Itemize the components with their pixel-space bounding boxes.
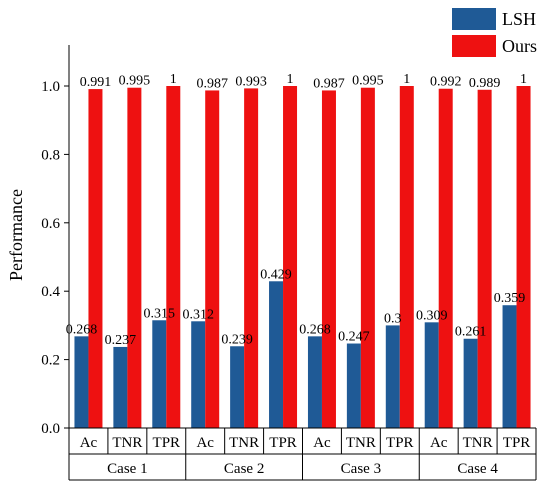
bar-label-lsh: 0.268	[299, 322, 331, 337]
bar-ours	[205, 90, 220, 429]
bar-lsh	[346, 343, 361, 428]
bar-label-ours: 1	[170, 72, 177, 87]
x-tick-label: Ac	[313, 435, 331, 451]
y-tick-label: 0.8	[41, 147, 60, 163]
bar-lsh	[502, 305, 517, 428]
bar-label-ours: 0.993	[235, 74, 267, 89]
bar-ours	[244, 88, 259, 429]
bar-label-ours: 1	[403, 72, 410, 87]
value-labels: 0.268 0.991 0.237 0.995 0.315 1 0.312 0.987 0.23…	[66, 72, 527, 348]
bar-label-ours: 1	[520, 72, 527, 87]
bars	[74, 86, 531, 429]
bar-label-ours: 0.991	[80, 75, 112, 90]
x-tick-label: TNR	[112, 435, 142, 451]
bar-ours	[360, 87, 375, 429]
bar-label-lsh: 0.239	[221, 332, 253, 347]
bar-ours	[321, 90, 336, 429]
bar-ours	[166, 86, 181, 428]
y-tick-label: 0.2	[41, 353, 60, 369]
bar-lsh	[307, 336, 322, 428]
bar-label-lsh: 0.309	[416, 308, 448, 323]
bar-lsh	[152, 320, 167, 428]
group-label: Case 2	[224, 461, 264, 477]
bar-label-lsh: 0.247	[338, 330, 370, 345]
y-tick-label: 0.6	[41, 216, 60, 232]
bar-ours	[127, 87, 142, 429]
x-tick-label: TPR	[503, 435, 531, 451]
x-tick-label: Ac	[430, 435, 448, 451]
bar-lsh	[113, 346, 128, 428]
x-tick-label: TPR	[269, 435, 297, 451]
legend-label-ours: Ours	[502, 36, 537, 56]
bar-ours	[88, 89, 103, 428]
x-tick-label: TNR	[229, 435, 259, 451]
x-axis: Ac TNR TPR Case 1 Ac TNR TPR Case 2 Ac TNR TPR Case…	[68, 427, 537, 481]
bar-ours	[516, 86, 531, 428]
bar-ours	[399, 86, 414, 428]
x-tick-label: TPR	[386, 435, 414, 451]
bar-label-lsh: 0.237	[105, 333, 137, 348]
bar-label-lsh: 0.312	[182, 307, 214, 322]
bar-label-lsh: 0.429	[260, 267, 292, 282]
bar-label-lsh: 0.315	[144, 306, 176, 321]
legend-label-lsh: LSH	[502, 9, 536, 29]
x-tick-label: TPR	[153, 435, 181, 451]
bar-lsh	[385, 325, 400, 428]
group-label: Case 3	[341, 461, 381, 477]
bar-label-ours: 0.987	[313, 76, 345, 91]
group-label: Case 1	[107, 461, 147, 477]
bar-lsh	[74, 336, 89, 428]
bar-lsh	[191, 321, 206, 428]
bar-lsh	[269, 281, 284, 428]
bar-lsh	[230, 346, 245, 428]
y-tick-label: 0.0	[41, 421, 60, 437]
bar-ours	[283, 86, 298, 428]
y-tick-label: 0.4	[41, 284, 60, 300]
bar-lsh	[463, 338, 478, 428]
legend-swatch-ours	[452, 35, 496, 57]
group-label: Case 4	[457, 461, 498, 477]
bar-label-ours: 0.987	[196, 76, 228, 91]
bar-label-ours: 0.995	[119, 74, 151, 89]
legend: LSH Ours	[452, 8, 537, 57]
bar-lsh	[424, 322, 439, 428]
bar-label-ours: 1	[287, 72, 294, 87]
bar-ours	[477, 89, 492, 429]
y-axis-title: Performance	[6, 189, 26, 281]
axes: 0.0 0.2 0.4 0.6 0.8 1.0	[41, 45, 70, 437]
bar-ours	[438, 88, 453, 429]
bar-label-ours: 0.992	[430, 75, 462, 90]
x-tick-label: TNR	[463, 435, 493, 451]
bar-label-lsh: 0.359	[494, 291, 526, 306]
x-tick-label: Ac	[80, 435, 98, 451]
bar-label-lsh: 0.3	[384, 311, 402, 326]
legend-swatch-lsh	[452, 8, 496, 30]
bar-label-lsh: 0.268	[66, 322, 98, 337]
x-tick-label: TNR	[346, 435, 376, 451]
y-tick-label: 1.0	[41, 79, 60, 95]
bar-label-ours: 0.989	[469, 76, 501, 91]
bar-label-lsh: 0.261	[455, 325, 487, 340]
x-tick-label: Ac	[196, 435, 214, 451]
bar-label-ours: 0.995	[352, 74, 384, 89]
